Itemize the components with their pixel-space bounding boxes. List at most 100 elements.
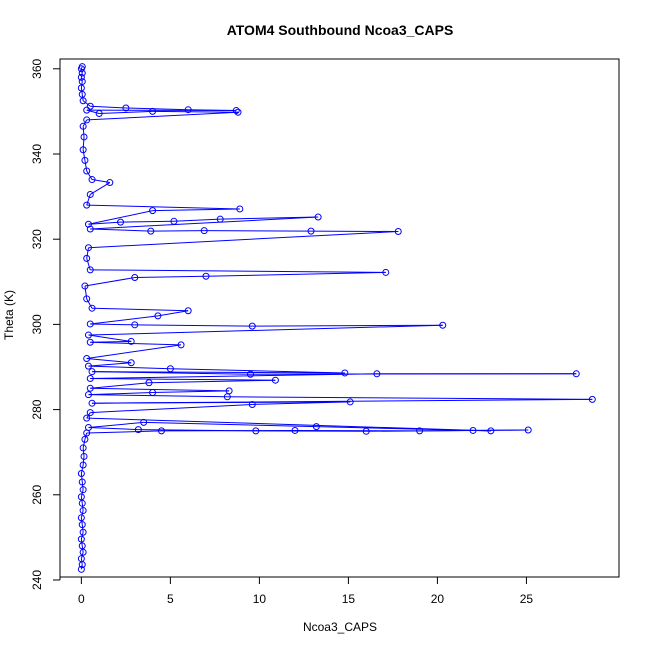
data-point — [312, 423, 320, 431]
series-segment — [84, 277, 135, 287]
series-segment — [86, 111, 239, 121]
data-point — [149, 207, 157, 215]
series-segment — [90, 216, 319, 230]
data-point — [524, 426, 532, 434]
series-segment — [80, 66, 83, 69]
y-tick-label: 280 — [30, 399, 44, 419]
data-point — [83, 201, 91, 209]
data-point — [84, 331, 92, 339]
data-point — [78, 78, 86, 86]
series-segment — [125, 107, 189, 111]
data-point — [80, 452, 88, 460]
series-segment — [82, 447, 85, 457]
data-point — [469, 426, 477, 434]
series-segment — [80, 489, 84, 498]
data-point — [81, 435, 89, 443]
data-point — [314, 213, 322, 221]
data-point — [78, 63, 86, 71]
data-point — [234, 108, 242, 116]
data-point — [83, 414, 91, 422]
data-point — [83, 354, 91, 362]
data-point — [79, 146, 87, 154]
series-segment — [80, 77, 83, 82]
series-segment — [157, 310, 189, 317]
data-point — [77, 469, 85, 477]
series-segment — [86, 170, 93, 180]
series-segment — [88, 210, 153, 225]
data-point — [439, 321, 447, 329]
series-segment — [86, 247, 89, 259]
series-segment — [170, 368, 345, 374]
data-point — [78, 499, 86, 507]
series-segment — [86, 344, 182, 359]
series-segment — [82, 456, 85, 466]
data-point — [84, 220, 92, 228]
x-tick-label: 5 — [167, 592, 174, 606]
data-point — [86, 190, 94, 198]
series-segment — [88, 334, 132, 342]
data-point — [77, 565, 85, 573]
data-point — [83, 254, 91, 262]
data-point — [487, 427, 495, 435]
data-point — [216, 215, 224, 223]
data-point — [149, 107, 157, 115]
y-tick-label: 240 — [30, 570, 44, 590]
series-segment — [92, 398, 593, 404]
data-point — [86, 102, 94, 110]
data-point — [86, 266, 94, 274]
data-point — [95, 110, 103, 118]
data-point — [131, 274, 139, 282]
series-segment — [86, 298, 93, 309]
data-point — [77, 73, 85, 81]
series-segment — [90, 382, 150, 389]
series-segment — [205, 271, 386, 277]
data-point — [307, 227, 315, 235]
data-point — [252, 427, 260, 435]
series-segment — [81, 524, 84, 533]
data-point — [78, 90, 86, 98]
data-point — [225, 387, 233, 395]
series-segment — [120, 220, 174, 223]
data-point — [83, 167, 91, 175]
data-point — [83, 106, 91, 114]
data-point — [84, 391, 92, 399]
series-segment — [173, 218, 221, 222]
series-segment — [90, 105, 126, 109]
y-tick-label: 360 — [30, 58, 44, 78]
data-point — [248, 322, 256, 330]
series-segment — [90, 387, 230, 392]
series-segment — [82, 126, 85, 138]
series-segment — [81, 481, 84, 490]
series-segment — [86, 430, 162, 434]
series-segment — [227, 396, 593, 400]
series-segment — [80, 464, 84, 474]
data-point — [122, 104, 130, 112]
series-segment — [88, 392, 153, 396]
series-segment — [88, 421, 144, 428]
data-point — [131, 321, 139, 329]
data-point — [78, 542, 86, 550]
series-segment — [80, 532, 84, 540]
series-segment — [90, 377, 276, 381]
series-points — [77, 63, 596, 573]
series-segment — [90, 340, 132, 343]
data-point — [127, 359, 135, 367]
series-lines — [80, 66, 593, 570]
series-segment — [82, 149, 86, 161]
series-segment — [88, 394, 228, 398]
data-point — [79, 486, 87, 494]
data-point — [86, 320, 94, 328]
data-point — [81, 282, 89, 290]
x-tick-label: 20 — [431, 592, 445, 606]
series-segment — [152, 110, 239, 113]
data-point — [271, 376, 279, 384]
series-segment — [86, 194, 91, 206]
y-axis-label: Theta (K) — [2, 290, 16, 340]
series-segment — [90, 323, 135, 326]
series-segment — [134, 275, 206, 279]
data-point — [86, 384, 94, 392]
x-tick-label: 15 — [342, 592, 356, 606]
series-segment — [90, 315, 158, 325]
data-point — [79, 548, 87, 556]
